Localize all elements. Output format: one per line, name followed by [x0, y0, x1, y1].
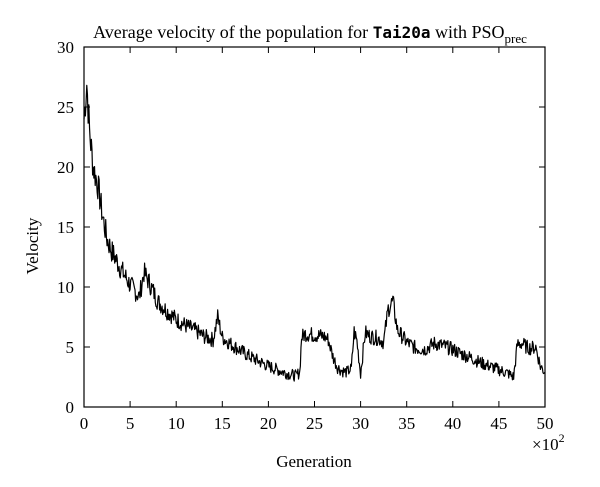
y-tick-label: 5	[66, 338, 75, 357]
x-axis-multiplier-base: ×10	[532, 435, 559, 454]
x-tick-label: 30	[352, 414, 369, 433]
chart-title-subscript: prec	[505, 31, 528, 46]
x-tick-label: 45	[490, 414, 507, 433]
x-axis-label: Generation	[276, 452, 352, 471]
y-tick-label: 0	[66, 398, 75, 417]
chart-title: Average velocity of the population for T…	[93, 22, 527, 46]
y-tick-label: 15	[57, 218, 74, 237]
x-tick-label: 0	[80, 414, 89, 433]
x-tick-label: 10	[168, 414, 185, 433]
series-line-0	[83, 84, 546, 382]
y-tick-label: 10	[57, 278, 74, 297]
chart-title-prefix: Average velocity of the population for	[93, 22, 373, 42]
y-tick-label: 25	[57, 98, 74, 117]
x-tick-label: 35	[398, 414, 415, 433]
plot-frame	[83, 46, 546, 408]
chart-title-middle: with PSO	[430, 22, 504, 42]
x-tick-label: 25	[306, 414, 323, 433]
x-tick-label: 50	[537, 414, 554, 433]
x-tick-label: 15	[214, 414, 231, 433]
x-tick-label: 40	[444, 414, 461, 433]
x-tick-label: 5	[126, 414, 135, 433]
x-axis-multiplier-exponent: 2	[559, 431, 565, 445]
plot-area: 0 5 10 15 20 25 30 35 40 45 50 0 5 10 15 20 25 30	[57, 38, 554, 433]
x-axis-multiplier: ×102	[532, 431, 565, 454]
x-tick-label: 20	[260, 414, 277, 433]
y-axis-label: Velocity	[23, 217, 42, 274]
y-tick-label: 30	[57, 38, 74, 57]
chart-title-dataset: Tai20a	[373, 23, 431, 42]
y-tick-label: 20	[57, 158, 74, 177]
